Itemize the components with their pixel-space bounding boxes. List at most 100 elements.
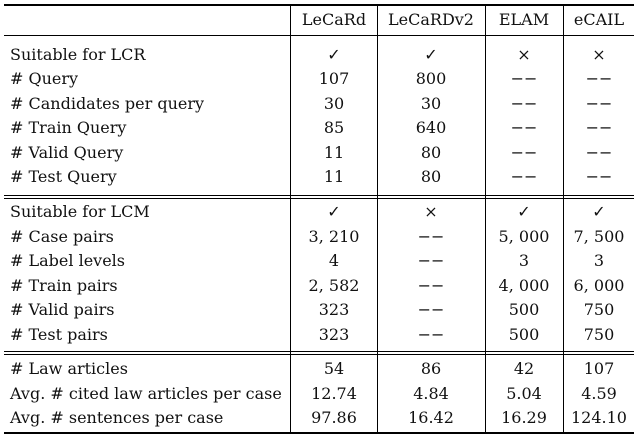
row-label: # Label levels xyxy=(10,251,125,270)
cell-ecail: 750 xyxy=(583,300,615,319)
cell-lecardv2: −− xyxy=(417,251,445,270)
row-label: # Test pairs xyxy=(10,325,108,344)
section-rule xyxy=(4,198,634,199)
table-row: Avg. # cited law articles per case 12.74… xyxy=(0,381,640,406)
row-label: # Train Query xyxy=(10,118,127,137)
cell-lecard: ✓ xyxy=(327,45,341,64)
cell-ecail: 107 xyxy=(583,359,615,378)
row-label: Avg. # sentences per case xyxy=(10,408,224,427)
cell-lecard: 30 xyxy=(323,94,345,113)
table-row: # Train pairs 2, 582 −− 4, 000 6, 000 xyxy=(0,273,640,298)
cell-elam: 42 xyxy=(513,359,535,378)
cell-lecard: 54 xyxy=(323,359,345,378)
row-label: # Query xyxy=(10,69,79,88)
cell-lecardv2: ✓ xyxy=(424,45,438,64)
cell-lecardv2: 640 xyxy=(415,118,447,137)
cell-lecardv2: 80 xyxy=(420,143,442,162)
header-elam: ELAM xyxy=(498,10,550,29)
cell-lecardv2: 80 xyxy=(420,167,442,186)
cell-lecardv2: −− xyxy=(417,300,445,319)
table-row: # Test Query 11 80 −− −− xyxy=(0,164,640,189)
row-label: # Valid Query xyxy=(10,143,124,162)
table-row: # Test pairs 323 −− 500 750 xyxy=(0,322,640,347)
cell-ecail: 124.10 xyxy=(571,408,627,427)
row-label: # Train pairs xyxy=(10,276,118,295)
cell-lecardv2: 86 xyxy=(420,359,442,378)
cell-lecard: 4 xyxy=(328,251,340,270)
cell-lecard: 323 xyxy=(318,300,350,319)
cell-elam: −− xyxy=(510,69,538,88)
row-label: # Candidates per query xyxy=(10,94,205,113)
row-label: # Valid pairs xyxy=(10,300,115,319)
cell-lecard: 107 xyxy=(318,69,350,88)
table-row: Suitable for LCM ✓ × ✓ ✓ xyxy=(0,199,640,224)
cell-lecardv2: 16.42 xyxy=(408,408,454,427)
header-lecardv2: LeCaRDv2 xyxy=(388,10,474,29)
cell-elam: 5, 000 xyxy=(498,227,550,246)
column-divider xyxy=(485,5,486,433)
cell-ecail: 750 xyxy=(583,325,615,344)
cell-lecardv2: 4.84 xyxy=(413,384,449,403)
cell-lecard: 97.86 xyxy=(311,408,357,427)
table-row: # Valid pairs 323 −− 500 750 xyxy=(0,297,640,322)
cell-lecardv2: × xyxy=(424,202,438,221)
cell-elam: 3 xyxy=(518,251,530,270)
cell-lecard: 11 xyxy=(323,167,345,186)
header-lecard: LeCaRd xyxy=(301,10,367,29)
row-label: Avg. # cited law articles per case xyxy=(10,384,282,403)
column-divider xyxy=(563,5,564,433)
cell-lecardv2: −− xyxy=(417,325,445,344)
row-label: # Test Query xyxy=(10,167,117,186)
cell-elam: −− xyxy=(510,143,538,162)
table-row: # Case pairs 3, 210 −− 5, 000 7, 500 xyxy=(0,224,640,249)
row-label: # Case pairs xyxy=(10,227,114,246)
table-row: Avg. # sentences per case 97.86 16.42 16… xyxy=(0,405,640,430)
cell-elam: 500 xyxy=(508,300,540,319)
table-row: # Query 107 800 −− −− xyxy=(0,66,640,91)
header-rule xyxy=(4,35,634,36)
cell-lecard: 3, 210 xyxy=(308,227,360,246)
top-rule xyxy=(4,4,634,6)
cell-ecail: × xyxy=(592,45,606,64)
cell-lecard: 11 xyxy=(323,143,345,162)
cell-elam: 4, 000 xyxy=(498,276,550,295)
cell-lecard: 2, 582 xyxy=(308,276,360,295)
cell-lecard: 85 xyxy=(323,118,345,137)
table-row: # Valid Query 11 80 −− −− xyxy=(0,140,640,165)
table-row: Suitable for LCR ✓ ✓ × × xyxy=(0,42,640,67)
cell-ecail: 3 xyxy=(593,251,605,270)
row-label: Suitable for LCR xyxy=(10,45,146,64)
table-row: # Train Query 85 640 −− −− xyxy=(0,115,640,140)
column-divider xyxy=(290,5,291,433)
row-label: # Law articles xyxy=(10,359,128,378)
row-label: Suitable for LCM xyxy=(10,202,150,221)
section-rule xyxy=(4,351,634,352)
cell-elam: −− xyxy=(510,167,538,186)
cell-ecail: 6, 000 xyxy=(573,276,625,295)
cell-elam: 5.04 xyxy=(506,384,542,403)
section-rule xyxy=(4,195,634,196)
cell-elam: −− xyxy=(510,118,538,137)
table-row: # Law articles 54 86 42 107 xyxy=(0,356,640,381)
column-divider xyxy=(377,5,378,433)
cell-elam: −− xyxy=(510,94,538,113)
cell-ecail: 4.59 xyxy=(581,384,617,403)
cell-ecail: −− xyxy=(585,69,613,88)
cell-ecail: −− xyxy=(585,167,613,186)
cell-lecardv2: 800 xyxy=(415,69,447,88)
cell-ecail: −− xyxy=(585,118,613,137)
table-row: # Candidates per query 30 30 −− −− xyxy=(0,91,640,116)
cell-ecail: 7, 500 xyxy=(573,227,625,246)
cell-lecard: 323 xyxy=(318,325,350,344)
cell-elam: ✓ xyxy=(517,202,531,221)
cell-lecard: 12.74 xyxy=(311,384,357,403)
cell-lecard: ✓ xyxy=(327,202,341,221)
cell-ecail: ✓ xyxy=(592,202,606,221)
cell-lecardv2: −− xyxy=(417,276,445,295)
cell-elam: × xyxy=(517,45,531,64)
cell-elam: 16.29 xyxy=(501,408,547,427)
table-row: # Label levels 4 −− 3 3 xyxy=(0,248,640,273)
header-row: LeCaRd LeCaRDv2 ELAM eCAIL xyxy=(0,7,640,32)
cell-lecardv2: −− xyxy=(417,227,445,246)
cell-lecardv2: 30 xyxy=(420,94,442,113)
